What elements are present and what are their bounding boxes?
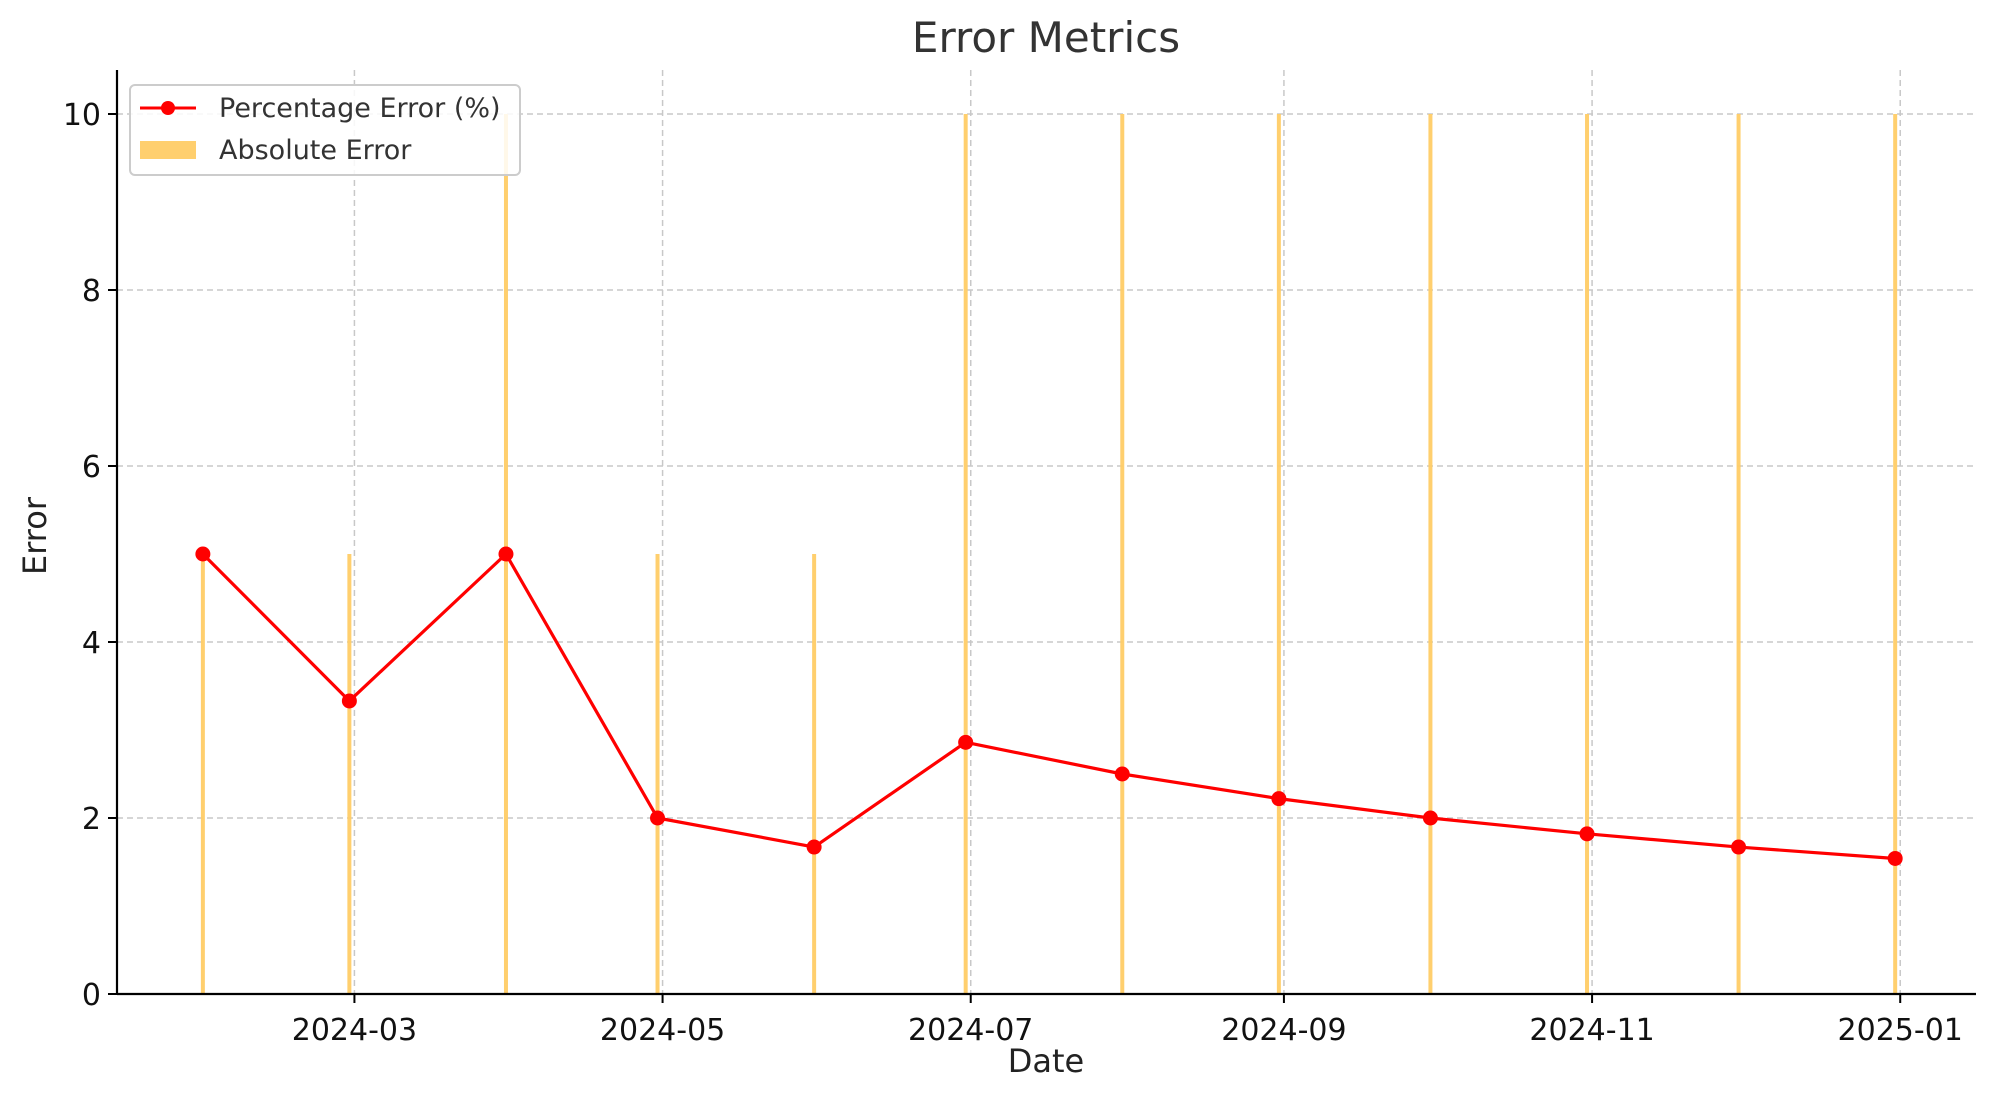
- percentage-error-point: [958, 734, 974, 750]
- absolute-error-bar: [1893, 114, 1898, 994]
- percentage-error-points: [195, 546, 1903, 866]
- absolute-error-bar: [1428, 114, 1433, 994]
- absolute-error-bar: [1120, 114, 1125, 994]
- percentage-error-point: [1579, 826, 1595, 842]
- x-ticks: 2024-03 2024-05 2024-07 2024-09 2024-11 2025-…: [292, 994, 1963, 1048]
- percentage-error-point: [498, 546, 514, 562]
- chart-title: Error Metrics: [912, 13, 1180, 62]
- y-tick-label: 0: [82, 978, 101, 1013]
- absolute-error-bar: [1276, 114, 1281, 994]
- absolute-error-bar: [200, 554, 205, 994]
- legend-marker-swatch: [161, 101, 175, 115]
- x-tick-label: 2024-09: [1221, 1013, 1346, 1048]
- percentage-error-point: [1731, 839, 1747, 855]
- axes-layer: [115, 70, 1976, 996]
- x-axis-title: Date: [1008, 1042, 1084, 1080]
- legend: Percentage Error (%) Absolute Error: [129, 84, 521, 176]
- x-tick-label: 2024-07: [908, 1013, 1033, 1048]
- absolute-error-bars: [200, 114, 1898, 994]
- y-tick-label: 6: [82, 450, 101, 485]
- absolute-error-bar: [812, 554, 817, 994]
- y-ticks: 0 2 4 6 8 10: [63, 98, 117, 1013]
- percentage-error-point: [1887, 850, 1903, 866]
- absolute-error-bar: [1585, 114, 1590, 994]
- legend-bar-swatch: [140, 141, 196, 159]
- absolute-error-bar: [1736, 114, 1741, 994]
- percentage-error-point: [650, 810, 666, 826]
- percentage-error-point: [1422, 810, 1438, 826]
- legend-label-percentage-error: Percentage Error (%): [219, 93, 501, 124]
- legend-label-absolute-error: Absolute Error: [219, 135, 412, 166]
- percentage-error-point: [1114, 766, 1130, 782]
- absolute-error-bar: [347, 554, 352, 994]
- percentage-error-point: [806, 839, 822, 855]
- legend-box: [129, 84, 521, 176]
- absolute-error-bar: [963, 114, 968, 994]
- percentage-error-line-layer: [201, 552, 1896, 861]
- y-axis-title: Error: [16, 496, 54, 575]
- x-tick-label: 2025-01: [1838, 1013, 1963, 1048]
- percentage-error-point: [195, 546, 211, 562]
- y-tick-label: 8: [82, 274, 101, 309]
- percentage-error-point: [341, 693, 357, 709]
- percentage-error-line: [201, 552, 1896, 861]
- y-tick-label: 2: [82, 802, 101, 837]
- grid-layer: [117, 70, 1976, 995]
- x-tick-label: 2024-05: [600, 1013, 725, 1048]
- x-tick-label: 2024-03: [292, 1013, 417, 1048]
- absolute-error-bar: [655, 554, 660, 994]
- x-tick-label: 2024-11: [1529, 1013, 1654, 1048]
- y-tick-label: 4: [82, 626, 101, 661]
- y-tick-label: 10: [63, 98, 101, 133]
- percentage-error-point: [1271, 791, 1287, 807]
